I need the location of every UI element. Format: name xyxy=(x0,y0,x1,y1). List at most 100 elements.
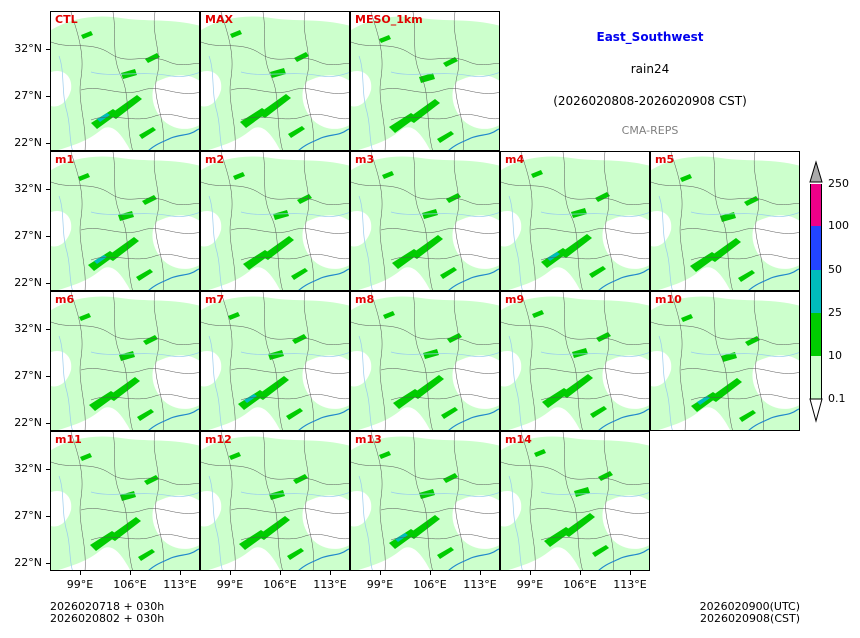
panel-label: CTL xyxy=(55,13,78,26)
valid-cst: 2026020908(CST) xyxy=(700,612,800,625)
lat-label: 27°N xyxy=(14,369,42,382)
lon-tick xyxy=(180,571,181,575)
colorbar-segment-0.1-10 xyxy=(810,356,822,399)
colorbar-extend-low xyxy=(809,398,823,423)
map-panel-m6: m6 xyxy=(50,291,200,431)
valid-utc: 2026020900(UTC) xyxy=(699,600,800,613)
rain-map xyxy=(501,152,649,290)
panel-label: m9 xyxy=(505,293,525,306)
lon-tick xyxy=(580,571,581,575)
panel-label: m14 xyxy=(505,433,532,446)
lon-label: 106°E xyxy=(563,578,597,591)
panel-label: MESO_1km xyxy=(355,13,423,26)
rain-map xyxy=(651,152,799,290)
lon-label: 99°E xyxy=(66,578,94,591)
lat-tick xyxy=(46,469,50,470)
rain-map xyxy=(351,12,499,150)
lon-label: 113°E xyxy=(313,578,347,591)
panel-label: m13 xyxy=(355,433,382,446)
colorbar-segment-50-100 xyxy=(810,226,822,270)
rain-map xyxy=(51,12,199,150)
lat-tick xyxy=(46,516,50,517)
lon-tick xyxy=(230,571,231,575)
rain-map xyxy=(201,152,349,290)
lon-label: 113°E xyxy=(463,578,497,591)
map-panel-m10: m10 xyxy=(650,291,800,431)
rain-map xyxy=(51,152,199,290)
lon-label: 113°E xyxy=(163,578,197,591)
panel-label: MAX xyxy=(205,13,233,26)
map-panel-ctl: CTL xyxy=(50,11,200,151)
rain-map xyxy=(351,292,499,430)
lat-label: 22°N xyxy=(14,416,42,429)
lat-tick xyxy=(46,96,50,97)
map-panel-meso-1km: MESO_1km xyxy=(350,11,500,151)
rain-map xyxy=(201,432,349,570)
init-cst: 2026020802 + 030h xyxy=(50,612,165,625)
map-panel-m3: m3 xyxy=(350,151,500,291)
panel-label: m6 xyxy=(55,293,75,306)
lat-tick xyxy=(46,376,50,377)
lat-tick xyxy=(46,329,50,330)
lon-label: 99°E xyxy=(366,578,394,591)
panel-label: m10 xyxy=(655,293,682,306)
lat-label: 32°N xyxy=(14,462,42,475)
lat-label: 22°N xyxy=(14,556,42,569)
colorbar-extend-high xyxy=(809,160,823,183)
map-panel-m5: m5 xyxy=(650,151,800,291)
lon-tick xyxy=(330,571,331,575)
colorbar-segment-100-250 xyxy=(810,184,822,226)
rain-map xyxy=(201,12,349,150)
panel-label: m2 xyxy=(205,153,225,166)
rain-map xyxy=(351,152,499,290)
lat-label: 27°N xyxy=(14,229,42,242)
rain-map xyxy=(51,432,199,570)
rain-map xyxy=(501,292,649,430)
lon-tick xyxy=(80,571,81,575)
region-title: East_Southwest xyxy=(596,30,704,44)
colorbar-label: 100 xyxy=(828,219,849,232)
lat-label: 27°N xyxy=(14,509,42,522)
map-panel-m9: m9 xyxy=(500,291,650,431)
lon-label: 113°E xyxy=(613,578,647,591)
panel-label: m4 xyxy=(505,153,525,166)
lon-label: 106°E xyxy=(413,578,447,591)
rain-map xyxy=(501,432,649,570)
lat-label: 32°N xyxy=(14,322,42,335)
lat-tick xyxy=(46,283,50,284)
map-panel-m2: m2 xyxy=(200,151,350,291)
lon-label: 106°E xyxy=(263,578,297,591)
rain-map xyxy=(51,292,199,430)
lon-tick xyxy=(480,571,481,575)
lat-label: 22°N xyxy=(14,136,42,149)
lat-tick xyxy=(46,423,50,424)
colorbar-label: 50 xyxy=(828,263,842,276)
lon-tick xyxy=(630,571,631,575)
variable-title: rain24 xyxy=(630,62,670,76)
model-title: CMA-REPS xyxy=(621,124,679,137)
panel-label: m1 xyxy=(55,153,75,166)
lat-tick xyxy=(46,49,50,50)
map-panel-m11: m11 xyxy=(50,431,200,571)
lon-label: 106°E xyxy=(113,578,147,591)
panel-label: m5 xyxy=(655,153,675,166)
map-panel-m4: m4 xyxy=(500,151,650,291)
map-panel-m13: m13 xyxy=(350,431,500,571)
map-panel-m12: m12 xyxy=(200,431,350,571)
map-panel-m14: m14 xyxy=(500,431,650,571)
lat-tick xyxy=(46,236,50,237)
lon-tick xyxy=(530,571,531,575)
init-time: 2026020718 + 030h 2026020802 + 030h xyxy=(50,601,164,625)
rain-map xyxy=(201,292,349,430)
map-panel-m8: m8 xyxy=(350,291,500,431)
colorbar-label: 25 xyxy=(828,306,842,319)
panel-label: m8 xyxy=(355,293,375,306)
lon-label: 99°E xyxy=(216,578,244,591)
lat-label: 22°N xyxy=(14,276,42,289)
map-panel-m1: m1 xyxy=(50,151,200,291)
lon-tick xyxy=(280,571,281,575)
lon-tick xyxy=(380,571,381,575)
lon-tick xyxy=(130,571,131,575)
lat-label: 32°N xyxy=(14,182,42,195)
lat-label: 32°N xyxy=(14,42,42,55)
